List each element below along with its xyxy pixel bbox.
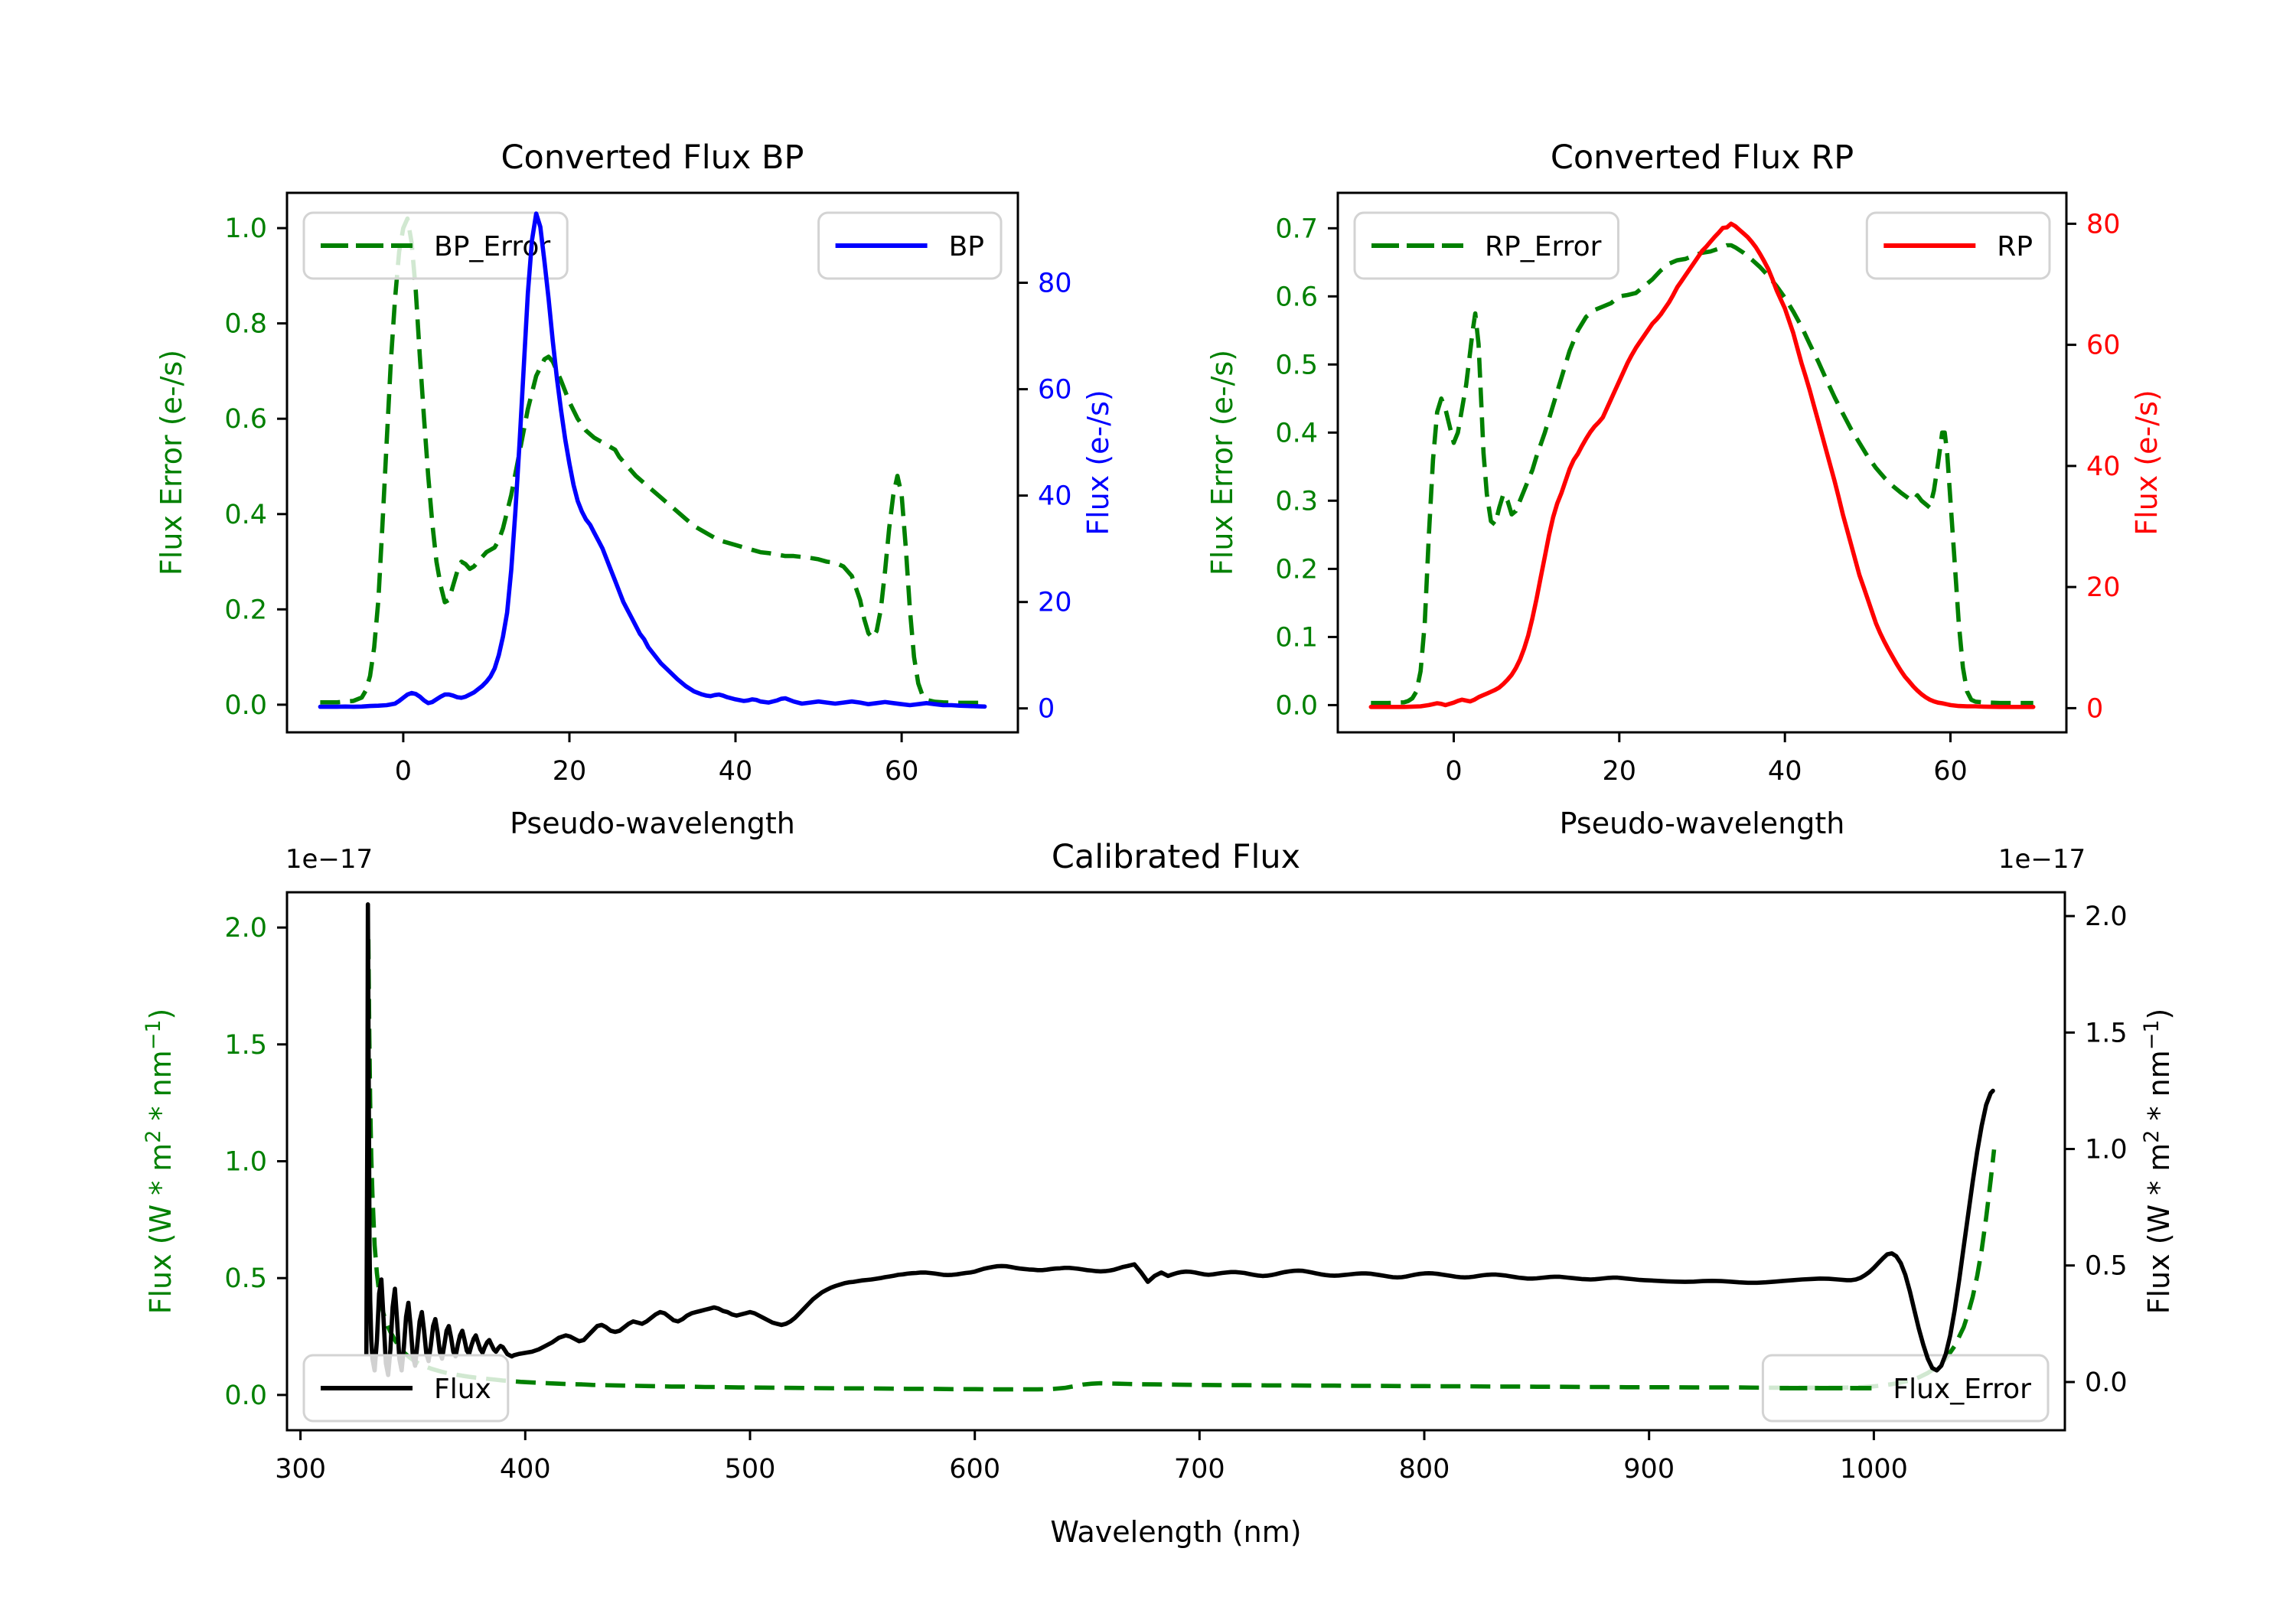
series-BP [318, 211, 987, 709]
x-tick-label: 60 [885, 756, 919, 787]
y-tick-label-right: 0 [1038, 694, 1055, 725]
series-RP_Error [1371, 243, 2033, 706]
x-tick-label: 40 [1768, 756, 1802, 787]
y-tick-label-right: 0.5 [2085, 1251, 2128, 1282]
y-tick-label-left: 1.5 [224, 1030, 267, 1061]
y-tick-label-right: 20 [1038, 588, 1072, 618]
y-axis-label-right: Flux (e-/s) [2130, 390, 2164, 535]
y-tick-label-left: 0.6 [1275, 282, 1318, 312]
legend-label: Flux [434, 1374, 491, 1405]
x-tick-label: 20 [553, 756, 587, 787]
y-axis-label-right: Flux (W * m2 * nm−1) [2140, 1009, 2176, 1315]
x-tick-label: 400 [500, 1454, 551, 1485]
x-axis-label: Pseudo-wavelength [510, 807, 795, 840]
y-tick-label-left: 0.2 [224, 595, 267, 625]
x-tick-label: 20 [1603, 756, 1637, 787]
x-tick-label: 900 [1623, 1454, 1675, 1485]
x-tick-label: 60 [1933, 756, 1968, 787]
chart-bp: BP_Error BP0 20 40 60Pseudo-wavelength0.00.2… [155, 139, 1115, 840]
y-axis-label-left: Flux Error (e-/s) [155, 350, 188, 575]
chart-rp: RP_Error RP 0 20 40 60 Pseudo-wavelength 0.0 0.1… [1205, 139, 2164, 840]
x-tick-label: 300 [275, 1454, 326, 1485]
legend-box [1761, 1354, 2050, 1423]
legend-Flux_Error: Flux_Error [1761, 1354, 2050, 1423]
y-tick-label-right: 2.0 [2085, 901, 2128, 932]
y-tick-label-right: 1.5 [2085, 1018, 2128, 1048]
y-axis-label-left: Flux (W * m2 * nm−1) [142, 1009, 178, 1315]
y-tick-label-right: 40 [1038, 481, 1072, 512]
y-tick-label-left: 0.0 [1275, 690, 1318, 721]
y-tick-label-left: 0.2 [1275, 554, 1318, 585]
y-tick-label-left: 0.1 [1275, 622, 1318, 653]
y-tick-label-left: 0.4 [1275, 418, 1318, 448]
y-axis-label-left: Flux Error (e-/s) [1205, 350, 1239, 575]
y-tick-label-right: 0 [2086, 693, 2103, 724]
x-tick-label: 800 [1399, 1454, 1450, 1485]
chart-title: Converted Flux BP [501, 139, 804, 177]
x-tick-label: 700 [1174, 1454, 1225, 1485]
series-RP [1368, 221, 2036, 709]
legend-label: BP [949, 231, 984, 262]
series-BP_Error [320, 216, 985, 706]
y-tick-label-left: 0.0 [224, 1380, 267, 1411]
legend-RP: RP [1865, 211, 2051, 280]
legend-box [302, 211, 569, 280]
x-tick-label: 0 [395, 756, 412, 787]
legend-Flux: Flux [302, 1354, 510, 1423]
y-tick-label-right: 60 [1038, 375, 1072, 406]
legend-label: RP [1997, 231, 2033, 262]
chart-title: Converted Flux RP [1551, 139, 1854, 177]
y-tick-label-left: 0.8 [224, 309, 267, 340]
y-tick-label-left: 1.0 [224, 1147, 267, 1178]
chart-title: Calibrated Flux [1052, 838, 1300, 876]
x-axis-label: Pseudo-wavelength [1560, 807, 1845, 840]
plot-frame [1336, 191, 2068, 734]
y-tick-label-right: 40 [2086, 451, 2121, 482]
x-tick-label: 40 [719, 756, 753, 787]
legend-label: Flux_Error [1893, 1374, 2031, 1405]
y-tick-label-left: 1.0 [224, 214, 267, 244]
y-axis-label-right: Flux (e-/s) [1081, 390, 1115, 535]
legend-BP: BP [817, 211, 1003, 280]
y-tick-label-right: 1.0 [2085, 1135, 2128, 1165]
x-tick-label: 0 [1445, 756, 1462, 787]
x-tick-label: 600 [949, 1454, 1000, 1485]
y-tick-label-right: 60 [2086, 331, 2121, 361]
legend-box [1353, 211, 1619, 280]
legend-RP_Error: RP_Error [1353, 211, 1619, 280]
y-axis-offset-right: 1e−17 [1998, 844, 2086, 875]
y-tick-label-left: 0.0 [224, 690, 267, 721]
legend-label: RP_Error [1485, 231, 1602, 262]
y-tick-label-left: 2.0 [224, 913, 267, 944]
y-tick-label-right: 80 [2086, 209, 2121, 240]
y-tick-label-right: 20 [2086, 572, 2121, 603]
plot-frame [285, 191, 1019, 734]
y-tick-label-left: 0.6 [224, 404, 267, 435]
y-tick-label-left: 0.5 [224, 1263, 267, 1294]
x-tick-label: 500 [725, 1454, 776, 1485]
y-tick-label-right: 80 [1038, 269, 1072, 299]
chart-cal: Flux_Error Flux 300 400 500 600 700 800 900 1000 W… [142, 838, 2176, 1549]
y-tick-label-left: 0.5 [1275, 350, 1318, 380]
y-tick-label-left: 0.7 [1275, 214, 1318, 244]
x-tick-label: 1000 [1840, 1454, 1908, 1485]
y-tick-label-left: 0.3 [1275, 486, 1318, 517]
y-axis-offset-left: 1e−17 [285, 844, 373, 875]
y-tick-label-left: 0.4 [224, 500, 267, 530]
series-Flux [364, 902, 1995, 1377]
y-tick-label-right: 0.0 [2085, 1367, 2128, 1398]
x-axis-label: Wavelength (nm) [1050, 1515, 1301, 1549]
